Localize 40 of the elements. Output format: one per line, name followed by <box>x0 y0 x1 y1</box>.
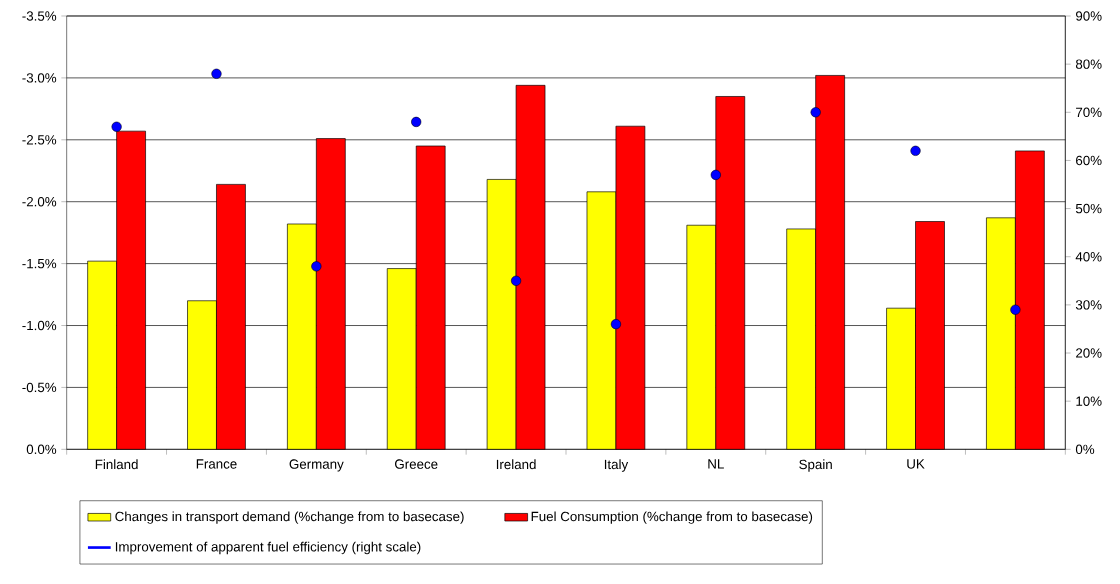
y2-tick-label: 20% <box>1076 348 1102 358</box>
point <box>211 68 222 79</box>
point <box>1010 304 1021 315</box>
x-tick-label: UK <box>907 459 925 469</box>
y-tick-label: -1.5% <box>22 258 57 269</box>
x-tick-label: Germany <box>289 459 344 472</box>
y2-tick-label: 30% <box>1075 300 1102 310</box>
point <box>511 275 522 286</box>
y-tick-label: -3.5% <box>22 11 57 21</box>
y-tick-label: -1.0% <box>22 320 57 331</box>
legend-label: Fuel Consumption (%change from to basecase) <box>531 511 813 524</box>
y-tick-label: -3.0% <box>22 73 57 83</box>
y-tick-label: -2.5% <box>22 135 57 145</box>
y2-tick-label: 60% <box>1076 155 1102 166</box>
y-tick-label: -0.5% <box>22 382 57 393</box>
x-tick-label: Finland <box>95 459 138 470</box>
y2-tick-label: 70% <box>1076 107 1102 118</box>
point <box>610 319 622 330</box>
x-tick-label: Italy <box>604 459 629 472</box>
y2-tick-label: 40% <box>1075 252 1102 262</box>
y2-tick-label: 90% <box>1076 11 1102 21</box>
y2-tick-label: 50% <box>1075 203 1102 214</box>
legend-label: Changes in transport demand (%change from to basecase) <box>115 511 464 524</box>
x-tick-label: Ireland <box>496 459 536 470</box>
y-tick-label: -2.0% <box>22 196 57 207</box>
point <box>311 261 322 272</box>
x-tick-label: Greece <box>395 459 438 469</box>
y-tick-label: 0.0% <box>26 444 57 455</box>
y2-tick-label: 10% <box>1076 396 1102 406</box>
point <box>111 121 122 132</box>
point <box>810 107 821 118</box>
y2-tick-label: 80% <box>1075 59 1102 69</box>
point <box>910 145 921 156</box>
point <box>710 169 721 180</box>
x-tick-label: NL <box>708 459 724 469</box>
x-tick-label: Spain <box>799 459 832 472</box>
y2-tick-label: 0% <box>1075 444 1095 455</box>
x-tick-label: France <box>196 459 237 469</box>
legend-label: Improvement of apparent fuel efficiency (right scale) <box>115 541 421 555</box>
point <box>411 116 422 127</box>
